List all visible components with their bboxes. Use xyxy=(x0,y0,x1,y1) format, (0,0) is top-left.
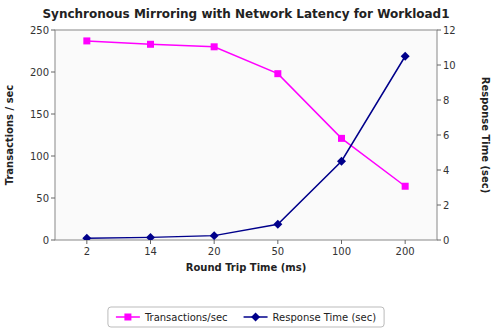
y2-tick xyxy=(437,100,441,101)
series-line xyxy=(87,41,405,186)
series-point xyxy=(147,41,154,48)
series-point xyxy=(82,234,91,240)
x-tick xyxy=(214,240,215,244)
y-axis-label: Transactions / sec xyxy=(4,85,15,186)
y-tick-label: 200 xyxy=(30,67,49,78)
x-tick-label: 20 xyxy=(208,246,221,257)
legend-label: Transactions/sec xyxy=(144,312,228,323)
y-tick xyxy=(51,72,55,73)
x-tick-label: 200 xyxy=(396,246,415,257)
y2-tick xyxy=(437,240,441,241)
series-point xyxy=(401,52,410,61)
y2-tick-label: 10 xyxy=(443,60,456,71)
legend: Transactions/sec Response Time (sec) xyxy=(108,307,384,327)
legend-frame xyxy=(108,307,384,327)
y2-tick-label: 4 xyxy=(443,165,449,176)
y-tick-label: 150 xyxy=(30,109,49,120)
series-point xyxy=(274,70,281,77)
series-point xyxy=(211,43,218,50)
series-point xyxy=(83,37,90,44)
x-tick xyxy=(150,240,151,244)
series-line xyxy=(87,56,405,238)
x-tick-label: 100 xyxy=(332,246,351,257)
legend-marker xyxy=(124,314,131,321)
legend-item: Transactions/sec xyxy=(116,312,228,323)
y2-tick-label: 12 xyxy=(443,25,456,36)
series-point xyxy=(338,135,345,142)
y2-tick-label: 8 xyxy=(443,95,449,106)
y-tick xyxy=(51,198,55,199)
plot-frame xyxy=(55,30,437,240)
series-point xyxy=(146,233,155,240)
title: Synchronous Mirroring with Network Laten… xyxy=(42,7,449,21)
y2-tick-label: 2 xyxy=(443,200,449,211)
series-point xyxy=(210,231,219,240)
y-tick xyxy=(51,30,55,31)
y-tick-label: 250 xyxy=(30,25,49,36)
x-axis-label: Round Trip Time (ms) xyxy=(186,262,307,273)
y2-tick-label: 0 xyxy=(443,235,449,246)
y2-axis-label: Response Time (sec) xyxy=(480,77,491,194)
y-tick xyxy=(51,240,55,241)
plot-data xyxy=(82,37,409,240)
x-tick xyxy=(277,240,278,244)
x-tick xyxy=(86,240,87,244)
y2-tick xyxy=(437,170,441,171)
legend-marker xyxy=(251,313,260,322)
y2-tick xyxy=(437,135,441,136)
y-tick-label: 0 xyxy=(43,235,49,246)
y2-tick xyxy=(437,205,441,206)
y-tick-label: 100 xyxy=(30,151,49,162)
x-tick-label: 14 xyxy=(144,246,157,257)
legend-label: Response Time (sec) xyxy=(273,312,377,323)
x-tick xyxy=(341,240,342,244)
series-point xyxy=(337,157,346,166)
y2-tick xyxy=(437,65,441,66)
x-tick xyxy=(405,240,406,244)
x-tick-label: 2 xyxy=(84,246,90,257)
y-tick xyxy=(51,114,55,115)
y2-tick xyxy=(437,30,441,31)
series-point xyxy=(402,183,409,190)
y2-tick-label: 6 xyxy=(443,130,449,141)
x-tick-label: 50 xyxy=(271,246,284,257)
y-tick-label: 50 xyxy=(36,193,49,204)
y-tick xyxy=(51,156,55,157)
series-point xyxy=(273,220,282,229)
legend-item: Response Time (sec) xyxy=(244,312,377,323)
